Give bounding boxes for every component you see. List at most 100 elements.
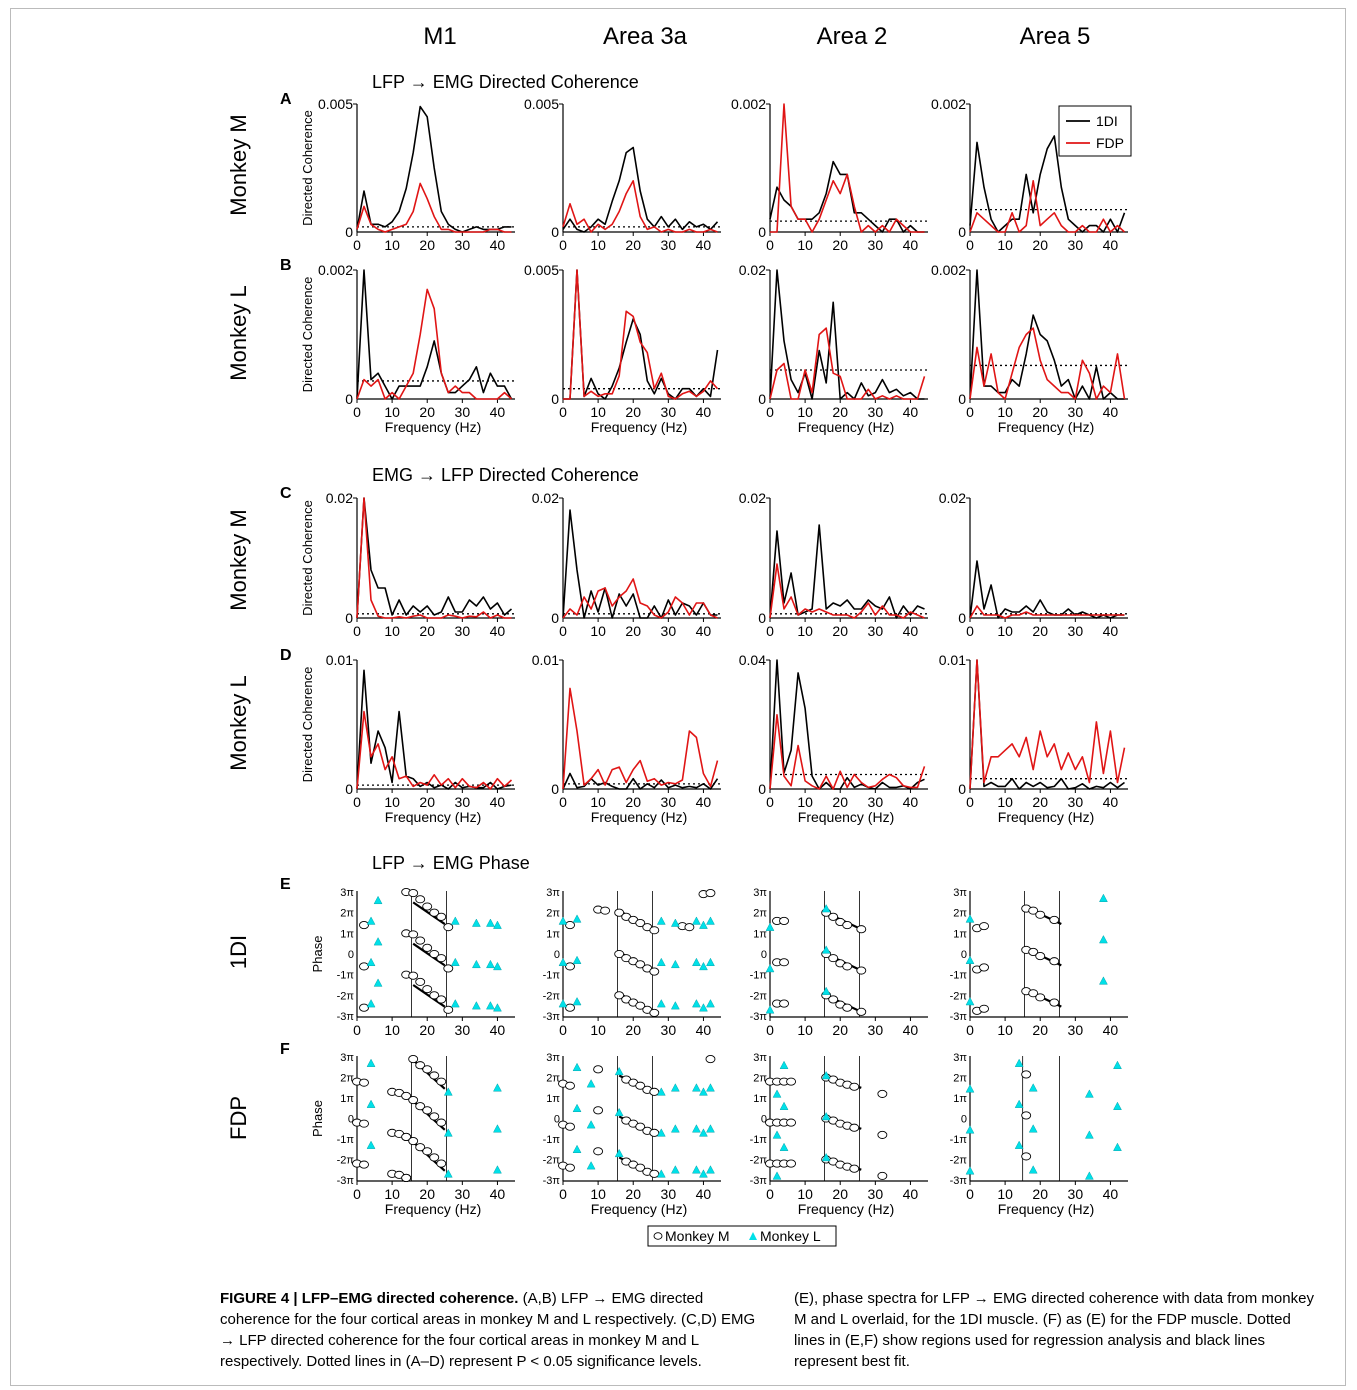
monkey-m-point [359,1160,369,1169]
monkey-m-point [565,962,575,971]
series-line-1DI [563,269,719,400]
column-title-1: Area 3a [603,23,688,50]
monkey-m-point [1021,1070,1032,1079]
y-tick-label-max: 0.02 [739,490,766,506]
monkey-l-point [656,1087,666,1096]
x-tick-label: 10 [797,623,813,639]
x-tick-label: 30 [1068,237,1084,253]
y-tick-label-max: 0.002 [731,96,766,112]
y-tick-label-max: 0.005 [524,262,559,278]
monkey-l-point [706,957,715,967]
monkey-m-point [436,912,447,921]
monkey-l-point [366,1140,376,1149]
y-axis-label-F: Phase [310,1100,325,1137]
monkey-l-point [586,1079,596,1088]
monkey-l-point [558,916,568,925]
y-tick-label: -2π [337,1154,355,1166]
y-tick-label: -3π [543,1175,561,1187]
monkey-l-point [821,1111,831,1121]
monkey-l-point [699,920,708,929]
monkey-l-point [443,1169,453,1178]
monkey-l-point [821,945,831,954]
x-tick-label: 0 [966,237,974,253]
y-tick-label: 1π [340,1093,354,1105]
series-line-FDP [769,713,926,790]
monkey-m-point [436,995,447,1004]
x-tick-label: 10 [590,794,606,810]
x-tick-label: 20 [1032,404,1048,420]
monkey-m-point [443,964,454,973]
monkey-m-point [429,908,440,917]
series-line-1DI [769,659,925,790]
y-tick-label: -1π [337,1134,355,1146]
panel-letter-E: E [280,876,291,893]
y-tick-label: 2π [953,908,967,920]
chart-D-2: 0.04 00 10 20 30 40 Frequency (Hz) [739,652,928,825]
x-axis-label: Frequency (Hz) [798,1201,894,1217]
chart-D-1: 0.01 00 10 20 30 40 Frequency (Hz) [532,652,721,825]
x-tick-label: 20 [625,794,641,810]
y-tick-label: 1π [953,928,967,940]
monkey-l-point [486,959,495,969]
monkey-m-point [565,1163,575,1172]
x-tick-label: 40 [1103,237,1119,253]
panel-letter-D: D [280,647,292,664]
y-tick-label: -2π [543,990,561,1002]
monkey-m-point [635,1163,646,1172]
y-tick-label: -1π [543,1134,561,1146]
y-tick-label-zero: 0 [958,610,966,626]
monkey-m-point [684,923,695,932]
monkey-m-point [408,971,419,980]
x-axis-label: Frequency (Hz) [998,809,1094,825]
monkey-l-point [558,957,568,967]
monkey-m-point [429,949,440,959]
x-tick-label: 10 [997,1022,1013,1038]
y-tick-label-zero: 0 [758,610,766,626]
x-tick-label: 0 [353,1022,361,1038]
x-tick-label: 30 [1068,404,1084,420]
monkey-m-point [979,1004,989,1013]
y-tick-label-max: 0.005 [318,96,353,112]
column-title-3: Area 5 [1020,23,1091,50]
monkey-m-point [856,925,867,934]
monkey-l-point [614,1066,624,1076]
monkey-l-point [670,959,680,969]
y-tick-label: 2π [753,908,767,920]
monkey-m-point [1049,998,1060,1007]
x-tick-label: 20 [419,1022,435,1038]
x-tick-label: 20 [832,237,848,253]
x-tick-label: 40 [490,794,506,810]
monkey-l-point [366,999,376,1008]
x-tick-label: 0 [966,794,974,810]
x-tick-label: 0 [559,794,567,810]
series-line-FDP [356,182,512,233]
monkey-l-point [1099,935,1108,944]
monkey-l-point [366,957,376,967]
series-line-1DI [769,269,925,400]
monkey-m-point [842,921,853,930]
y-tick-label: -3π [950,1175,968,1187]
monkey-m-point [415,1143,426,1152]
x-tick-label: 0 [353,1186,361,1202]
x-tick-label: 20 [1032,237,1048,253]
y-tick-label: -3π [543,1011,561,1023]
monkey-m-point [1028,989,1039,998]
x-tick-label: 10 [384,237,400,253]
monkey-m-point [877,1171,888,1180]
y-tick-label: 1π [953,1093,967,1105]
section-title-phase: LFP → EMG Phase [372,853,530,873]
chart-A-1: 0.005 00 10 20 30 40 [524,96,721,253]
chart-B-3: 0.002 00 10 20 30 40 Frequency (Hz) [931,262,1128,435]
x-tick-label: 30 [661,404,677,420]
x-tick-label: 40 [490,1186,506,1202]
y-tick-label-zero: 0 [345,610,353,626]
y-axis-label-B: Directed Coherence [300,277,315,393]
monkey-l-point [965,1084,975,1093]
monkey-m-point [828,995,839,1004]
caption-right-text: (E), phase spectra for LFP → EMG directe… [794,1290,1314,1370]
monkey-l-point [670,1083,680,1092]
